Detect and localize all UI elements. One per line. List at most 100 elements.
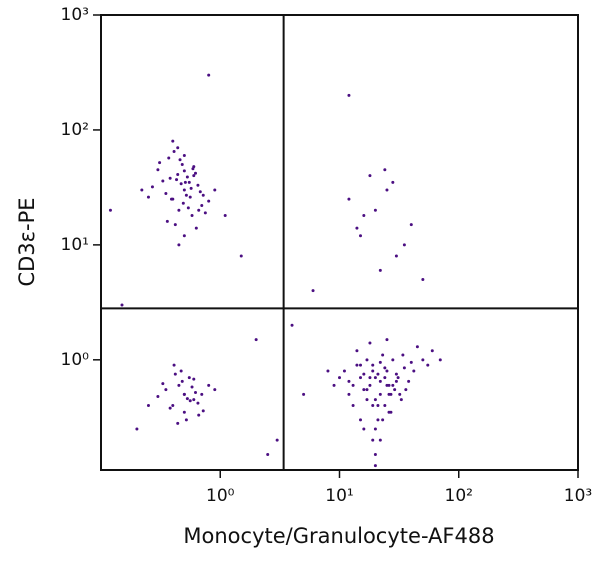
point bbox=[430, 349, 434, 353]
x-tick-label: 10⁰ bbox=[206, 486, 235, 506]
point bbox=[120, 303, 124, 307]
point bbox=[402, 243, 406, 247]
point bbox=[203, 211, 207, 215]
point bbox=[140, 188, 144, 192]
point bbox=[193, 171, 197, 175]
point bbox=[200, 204, 204, 208]
point bbox=[179, 182, 183, 186]
point bbox=[358, 363, 362, 367]
point bbox=[185, 175, 189, 179]
point bbox=[213, 188, 217, 192]
point bbox=[376, 418, 380, 422]
point bbox=[187, 376, 191, 380]
point bbox=[207, 383, 211, 387]
x-tick-label: 10¹ bbox=[325, 486, 353, 506]
y-tick-label: 10¹ bbox=[61, 235, 89, 255]
point bbox=[181, 201, 185, 205]
point bbox=[383, 404, 387, 408]
point bbox=[192, 398, 196, 402]
point bbox=[378, 379, 382, 383]
point bbox=[177, 208, 181, 212]
point bbox=[167, 156, 171, 160]
point bbox=[178, 158, 182, 162]
point bbox=[426, 363, 430, 367]
point bbox=[362, 214, 366, 218]
point bbox=[108, 208, 112, 212]
point bbox=[373, 427, 377, 431]
point bbox=[201, 193, 205, 197]
point bbox=[347, 93, 351, 97]
point bbox=[191, 167, 195, 171]
point bbox=[180, 379, 184, 383]
point bbox=[146, 195, 150, 199]
point bbox=[371, 438, 375, 442]
point bbox=[387, 392, 391, 396]
point bbox=[158, 161, 162, 165]
point bbox=[164, 191, 168, 195]
point bbox=[394, 379, 398, 383]
point bbox=[378, 268, 382, 272]
point bbox=[401, 353, 405, 357]
point bbox=[161, 179, 165, 183]
point bbox=[404, 388, 408, 392]
point bbox=[177, 383, 181, 387]
point bbox=[438, 358, 442, 362]
point bbox=[407, 379, 411, 383]
point bbox=[376, 372, 380, 376]
point bbox=[383, 376, 387, 380]
point bbox=[358, 234, 362, 238]
point bbox=[266, 453, 270, 457]
x-tick-label: 10² bbox=[445, 486, 473, 506]
point bbox=[347, 197, 351, 201]
point bbox=[156, 394, 160, 398]
y-tick-label: 10³ bbox=[61, 5, 89, 25]
point bbox=[421, 277, 425, 281]
point bbox=[383, 366, 387, 370]
point bbox=[239, 254, 243, 258]
point bbox=[391, 358, 395, 362]
point bbox=[362, 372, 366, 376]
point bbox=[207, 73, 211, 77]
point bbox=[381, 418, 385, 422]
point bbox=[373, 464, 377, 468]
point bbox=[183, 180, 187, 184]
point bbox=[172, 149, 176, 153]
point bbox=[347, 379, 351, 383]
point bbox=[254, 338, 258, 342]
point bbox=[198, 190, 202, 194]
point bbox=[378, 438, 382, 442]
point bbox=[173, 223, 177, 227]
point bbox=[223, 214, 227, 218]
point bbox=[365, 358, 369, 362]
point bbox=[355, 226, 359, 230]
point bbox=[368, 341, 372, 345]
point bbox=[192, 174, 196, 178]
point bbox=[188, 399, 192, 403]
point bbox=[171, 139, 175, 143]
point bbox=[135, 427, 139, 431]
point bbox=[351, 404, 355, 408]
point bbox=[196, 183, 200, 187]
point bbox=[187, 180, 191, 184]
point bbox=[192, 377, 196, 381]
point bbox=[168, 176, 172, 180]
point bbox=[412, 369, 416, 373]
point bbox=[182, 153, 186, 157]
plot-frame bbox=[100, 14, 579, 471]
point bbox=[275, 438, 279, 442]
point bbox=[368, 383, 372, 387]
point bbox=[362, 388, 366, 392]
point bbox=[381, 353, 385, 357]
point bbox=[188, 195, 192, 199]
point bbox=[190, 214, 194, 218]
point bbox=[396, 376, 400, 380]
point bbox=[197, 413, 201, 417]
point bbox=[393, 388, 397, 392]
point bbox=[326, 369, 330, 373]
point bbox=[368, 376, 372, 380]
point bbox=[165, 219, 169, 223]
point bbox=[332, 383, 336, 387]
point bbox=[184, 418, 188, 422]
point bbox=[394, 372, 398, 376]
